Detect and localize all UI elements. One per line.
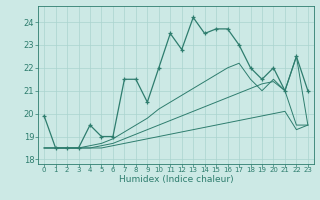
X-axis label: Humidex (Indice chaleur): Humidex (Indice chaleur) (119, 175, 233, 184)
